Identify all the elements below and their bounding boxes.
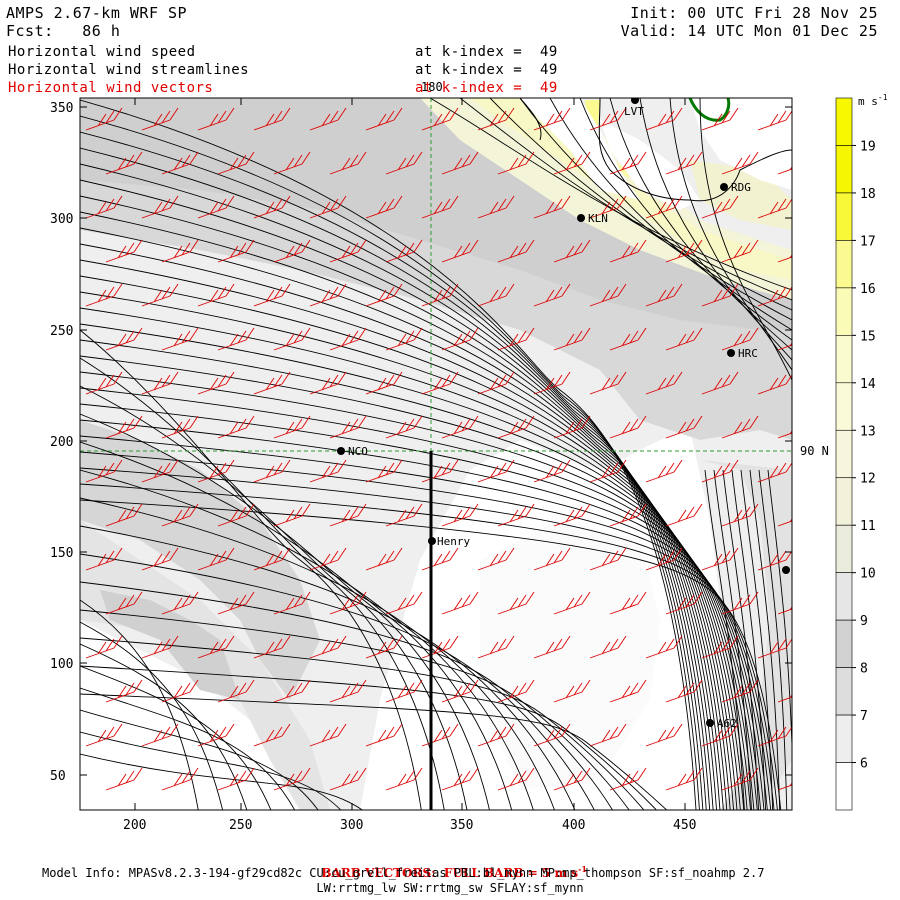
x-tick-label: 200 — [123, 818, 146, 833]
forecast-hour: Fcst: 86 h — [6, 22, 121, 40]
field-level-wind-speed: at k-index = 49 — [415, 44, 558, 60]
model-info: Model Info: MPASv8.2.3-194-gf29cd82c CU:… — [42, 866, 765, 880]
x-axis: 200 250 300 350 400 450 — [123, 98, 696, 833]
colorbar-level: 9 — [860, 614, 868, 629]
x-tick-label: 400 — [562, 818, 585, 833]
colorbar-level: 18 — [860, 187, 876, 202]
colorbar-level: 13 — [860, 424, 876, 439]
colorbar-bin — [835, 382, 853, 431]
station-kln-dot — [577, 214, 585, 222]
station-edge-dot — [782, 566, 790, 574]
streamlines — [80, 98, 792, 810]
valid-time: Valid: 14 UTC Mon 01 Dec 25 — [620, 22, 878, 40]
station-lvt-label: LVT — [624, 105, 644, 118]
colorbar-bin — [835, 619, 853, 668]
colorbar-level: 15 — [860, 329, 876, 344]
colorbar-bin — [835, 240, 853, 289]
colorbar-level: 10 — [860, 567, 876, 582]
colorbar-level: 16 — [860, 282, 876, 297]
colorbar-unit: m s-1 — [858, 93, 888, 108]
colorbar-bin — [835, 145, 853, 194]
barb-legend-text: BARB VECTORS: FULL BARB = 5 m s — [321, 866, 579, 880]
coastline — [598, 98, 792, 202]
y-tick-label: 250 — [50, 324, 73, 339]
colorbar-level: 19 — [860, 139, 876, 154]
colorbar-level: 14 — [860, 377, 876, 392]
station-lvt-dot — [631, 98, 639, 104]
colorbar-bin — [835, 335, 853, 384]
wind-barbs — [85, 107, 792, 791]
station-a62-label: A62 — [717, 717, 737, 730]
init-time: Init: 00 UTC Fri 28 Nov 25 — [630, 4, 878, 22]
x-tick-label: 450 — [673, 818, 696, 833]
station-henry-dot — [428, 537, 436, 545]
x-tick-label: 250 — [229, 818, 252, 833]
plot-title: AMPS 2.67-km WRF SP — [6, 4, 188, 22]
colorbar-bin — [835, 762, 853, 811]
station-markers — [337, 98, 790, 727]
field-level-vectors: at k-index = 49 — [415, 80, 558, 96]
model-info-2: LW:rrtmg_lw SW:rrtmg_sw SFLAY:sf_mynn — [316, 881, 584, 895]
colorbar-bin — [835, 429, 853, 479]
station-hrc-dot — [727, 349, 735, 357]
colorbar-bin — [835, 477, 853, 526]
field-level-streamlines: at k-index = 49 — [415, 62, 558, 78]
station-henry-label: Henry — [437, 535, 470, 548]
colorbar-bin — [835, 714, 853, 763]
station-rdg-dot — [720, 183, 728, 191]
field-name-streamlines: Horizontal wind streamlines — [8, 62, 250, 78]
speed-colorbar: 6 7 8 9 10 11 12 13 14 15 16 17 18 19 — [835, 97, 876, 811]
y-tick-label: 150 — [50, 546, 73, 561]
parallel-90n-label: 90 N — [800, 444, 829, 458]
field-name-vectors: Horizontal wind vectors — [8, 80, 214, 96]
colorbar-level: 6 — [860, 757, 868, 772]
station-kln-label: KLN — [588, 212, 608, 225]
wind-speed-shading — [80, 98, 792, 810]
colorbar-level: 8 — [860, 662, 868, 677]
colorbar-level: 12 — [860, 472, 876, 487]
colorbar-level: 7 — [860, 709, 868, 724]
y-tick-label: 50 — [50, 769, 66, 784]
y-tick-label: 100 — [50, 657, 73, 672]
x-tick-label: 350 — [450, 818, 473, 833]
y-tick-label: 200 — [50, 435, 73, 450]
x-tick-label: 300 — [340, 818, 363, 833]
map-frame — [79, 97, 793, 811]
barb-legend-exp: -1 — [578, 864, 587, 874]
colorbar-level: 17 — [860, 234, 876, 249]
colorbar-bin — [835, 524, 853, 573]
station-rdg-label: RDG — [731, 181, 751, 194]
colorbar-bin — [835, 572, 853, 621]
y-tick-label: 350 — [50, 101, 73, 116]
colorbar-bin — [835, 667, 853, 716]
y-tick-label: 300 — [50, 212, 73, 227]
colorbar-bin — [835, 287, 853, 336]
y-axis: 350 300 250 200 150 100 50 — [50, 101, 792, 784]
station-nco-label: NCO — [348, 445, 368, 458]
colorbar-bin — [835, 97, 853, 146]
barb-legend: BARB VECTORS: FULL BARB = 5 m s-1 — [0, 850, 900, 880]
station-nco-dot — [337, 447, 345, 455]
station-a62-dot — [706, 719, 714, 727]
field-name-wind-speed: Horizontal wind speed — [8, 44, 196, 60]
meridian-180-label: 180 — [421, 80, 443, 94]
station-hrc-label: HRC — [738, 347, 758, 360]
colorbar-level: 11 — [860, 519, 876, 534]
colorbar-bin — [835, 192, 853, 241]
